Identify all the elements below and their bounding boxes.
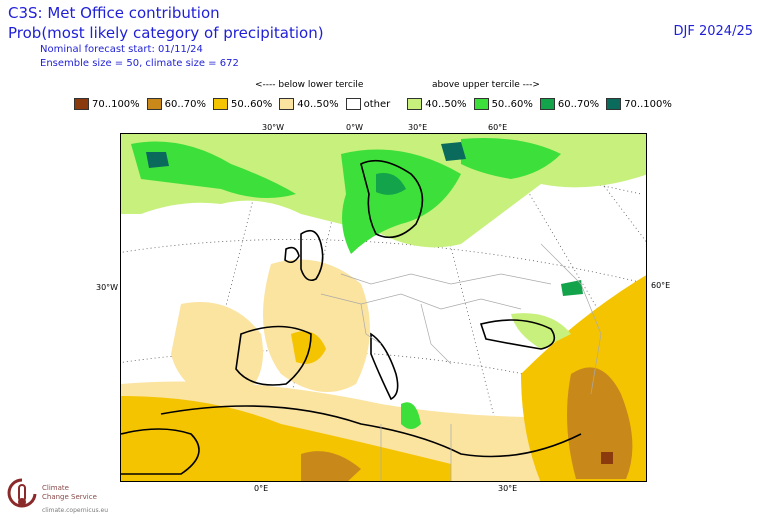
legend-label: 40..50% [297, 98, 339, 110]
legend-label: 50..60% [491, 98, 533, 110]
logo-url: climate.copernicus.eu [42, 507, 109, 514]
borders [320, 243, 602, 481]
legend-item-below-50-60: 50..60% [212, 98, 273, 110]
ireland [284, 246, 300, 264]
legend-item-above-70-100: 70..100% [606, 98, 672, 110]
legend-item-above-60-70: 60..70% [539, 98, 600, 110]
season-label: DJF 2024/25 [673, 24, 753, 39]
border-line [420, 303, 452, 365]
legend-swatch [473, 98, 489, 110]
legend: 70..100% 60..70% 50..60% 40..50% other 4… [74, 98, 679, 110]
legend-item-below-40-50: 40..50% [279, 98, 339, 110]
legend-item-other: other [345, 98, 391, 110]
north-africa-coast [160, 405, 582, 458]
probability-map [120, 133, 647, 482]
ensemble-size: Ensemble size = 50, climate size = 672 [40, 58, 239, 69]
black-sea [479, 319, 556, 350]
west-africa-coast [121, 428, 200, 475]
italy [370, 332, 399, 401]
top-axis-label: 30°W [262, 123, 285, 132]
bottom-axis-label: 30°E [498, 484, 518, 493]
iberia [235, 325, 312, 386]
coastlines [121, 159, 582, 475]
graticule-line [121, 239, 646, 284]
legend-swatch [345, 98, 361, 110]
border-line [380, 424, 452, 481]
legend-label: 70..100% [624, 98, 672, 110]
dry-70-100-area [601, 452, 613, 464]
legend-swatch [212, 98, 228, 110]
legend-label: other [363, 98, 391, 110]
dry-60-70-area [301, 451, 361, 481]
wet-50-60-area [401, 402, 421, 429]
wet-regions [121, 134, 646, 429]
bottom-axis-label: 0°E [254, 484, 269, 493]
dry-50-60-area [291, 331, 326, 364]
border-line [320, 293, 522, 310]
forecast-start: Nominal forecast start: 01/11/24 [40, 44, 203, 55]
map-svg [121, 134, 646, 481]
logo-line1: Climate [42, 484, 69, 492]
legend-swatch [606, 98, 622, 110]
legend-label: 50..60% [230, 98, 273, 110]
legend-label: 60..70% [557, 98, 600, 110]
wet-40-50-area [511, 313, 571, 349]
dry-40-50-area [171, 302, 263, 404]
top-axis-label: 0°W [346, 123, 363, 132]
wet-50-60-area [461, 138, 561, 179]
scandinavia [360, 159, 424, 239]
legend-item-above-40-50: 40..50% [407, 98, 467, 110]
legend-label: 60..70% [164, 98, 206, 110]
wet-60-70-area [561, 280, 583, 296]
wet-70-100-area [146, 152, 169, 168]
wet-70-100-area [441, 142, 466, 161]
wet-50-60-area [131, 141, 296, 198]
logo-line2: Change Service [42, 493, 97, 501]
legend-item-below-60-70: 60..70% [146, 98, 206, 110]
legend-label: 70..100% [92, 98, 140, 110]
logo-text: Climate Change Service [42, 484, 97, 502]
right-axis-label: 60°E [651, 281, 671, 290]
dry-regions [121, 259, 646, 481]
british-isles [300, 229, 324, 282]
left-axis-label: 30°W [96, 283, 119, 292]
dry-40-50-area [263, 259, 370, 392]
border-line [540, 243, 602, 395]
wet-60-70-area [376, 173, 406, 195]
dry-50-60-area [121, 396, 451, 481]
legend-swatch [539, 98, 555, 110]
legend-item-below-70-100: 70..100% [74, 98, 140, 110]
top-axis-label: 60°E [488, 123, 508, 132]
top-axis-label: 30°E [408, 123, 428, 132]
legend-item-above-50-60: 50..60% [473, 98, 533, 110]
border-line [360, 303, 382, 345]
chart-subtitle: Prob(most likely category of precipitati… [8, 24, 324, 42]
legend-swatch [146, 98, 162, 110]
wet-50-60-area [341, 149, 461, 254]
chart-title: C3S: Met Office contribution [8, 4, 220, 22]
dry-60-70-area [567, 367, 633, 479]
above-tercile-note: above upper tercile ---> [432, 80, 540, 90]
legend-swatch [74, 98, 89, 110]
legend-swatch [407, 98, 423, 110]
below-tercile-note: <---- below lower tercile [255, 80, 364, 90]
border-line [340, 273, 552, 285]
graticule-line [121, 350, 646, 404]
legend-label: 40..50% [425, 98, 467, 110]
legend-swatch [279, 98, 295, 110]
copernicus-logo-icon [4, 474, 40, 518]
